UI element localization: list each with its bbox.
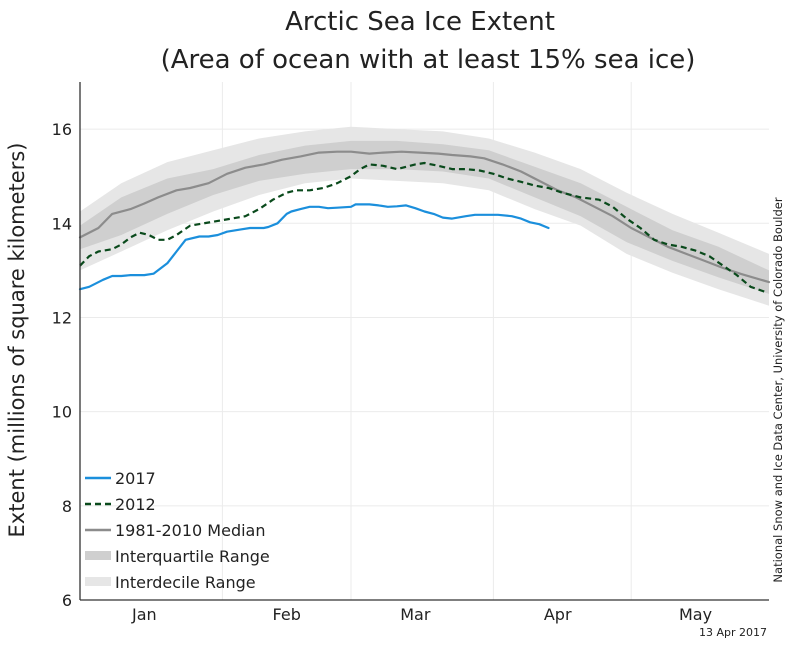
- legend-label: 2017: [115, 469, 156, 488]
- series-line-s2017: [78, 203, 550, 291]
- y-axis-label: Extent (millions of square kilometers): [5, 143, 29, 538]
- legend-swatch: [85, 551, 111, 560]
- x-tick-label: Mar: [400, 605, 431, 624]
- x-tick-label: Apr: [544, 605, 572, 624]
- axes: [79, 82, 769, 601]
- x-tick-label: Feb: [273, 605, 301, 624]
- y-tick-label: 16: [52, 120, 72, 139]
- legend-swatch: [85, 577, 111, 586]
- date-stamp: 13 Apr 2017: [699, 626, 767, 639]
- chart-title-line1: Arctic Sea Ice Extent: [285, 7, 555, 37]
- legend-label: 2012: [115, 495, 156, 514]
- x-tick-label: May: [679, 605, 712, 624]
- interquartile-band: [80, 140, 769, 294]
- y-tick-label: 14: [52, 214, 72, 233]
- legend-item-median: 1981-2010 Median: [85, 521, 266, 540]
- y-tick-label: 6: [62, 591, 72, 610]
- legend: 2017 2012 1981-2010 Median Interquartile Ra…: [85, 469, 270, 592]
- legend-item-s2012: 2012: [85, 495, 156, 514]
- range-bands: [80, 126, 769, 306]
- legend-item-s2017: 2017: [85, 469, 156, 488]
- chart-title-line2: (Area of ocean with at least 15% sea ice…: [161, 45, 696, 75]
- y-tick-label: 12: [52, 308, 72, 327]
- tick-labels: 6 8 10 12 14 16 Jan Feb Mar Apr May: [52, 120, 712, 624]
- legend-item-idr: Interdecile Range: [85, 573, 256, 592]
- series-line-s2012: [79, 161, 765, 293]
- legend-label: Interdecile Range: [115, 573, 256, 592]
- source-credit: National Snow and Ice Data Center, Unive…: [771, 197, 785, 582]
- legend-item-iqr: Interquartile Range: [85, 547, 270, 566]
- y-tick-label: 10: [52, 403, 72, 422]
- y-tick-label: 8: [62, 497, 72, 516]
- x-tick-label: Jan: [131, 605, 157, 624]
- series-line-median: [78, 150, 771, 284]
- series-lines: [78, 150, 771, 293]
- legend-label: 1981-2010 Median: [115, 521, 266, 540]
- legend-label: Interquartile Range: [115, 547, 270, 566]
